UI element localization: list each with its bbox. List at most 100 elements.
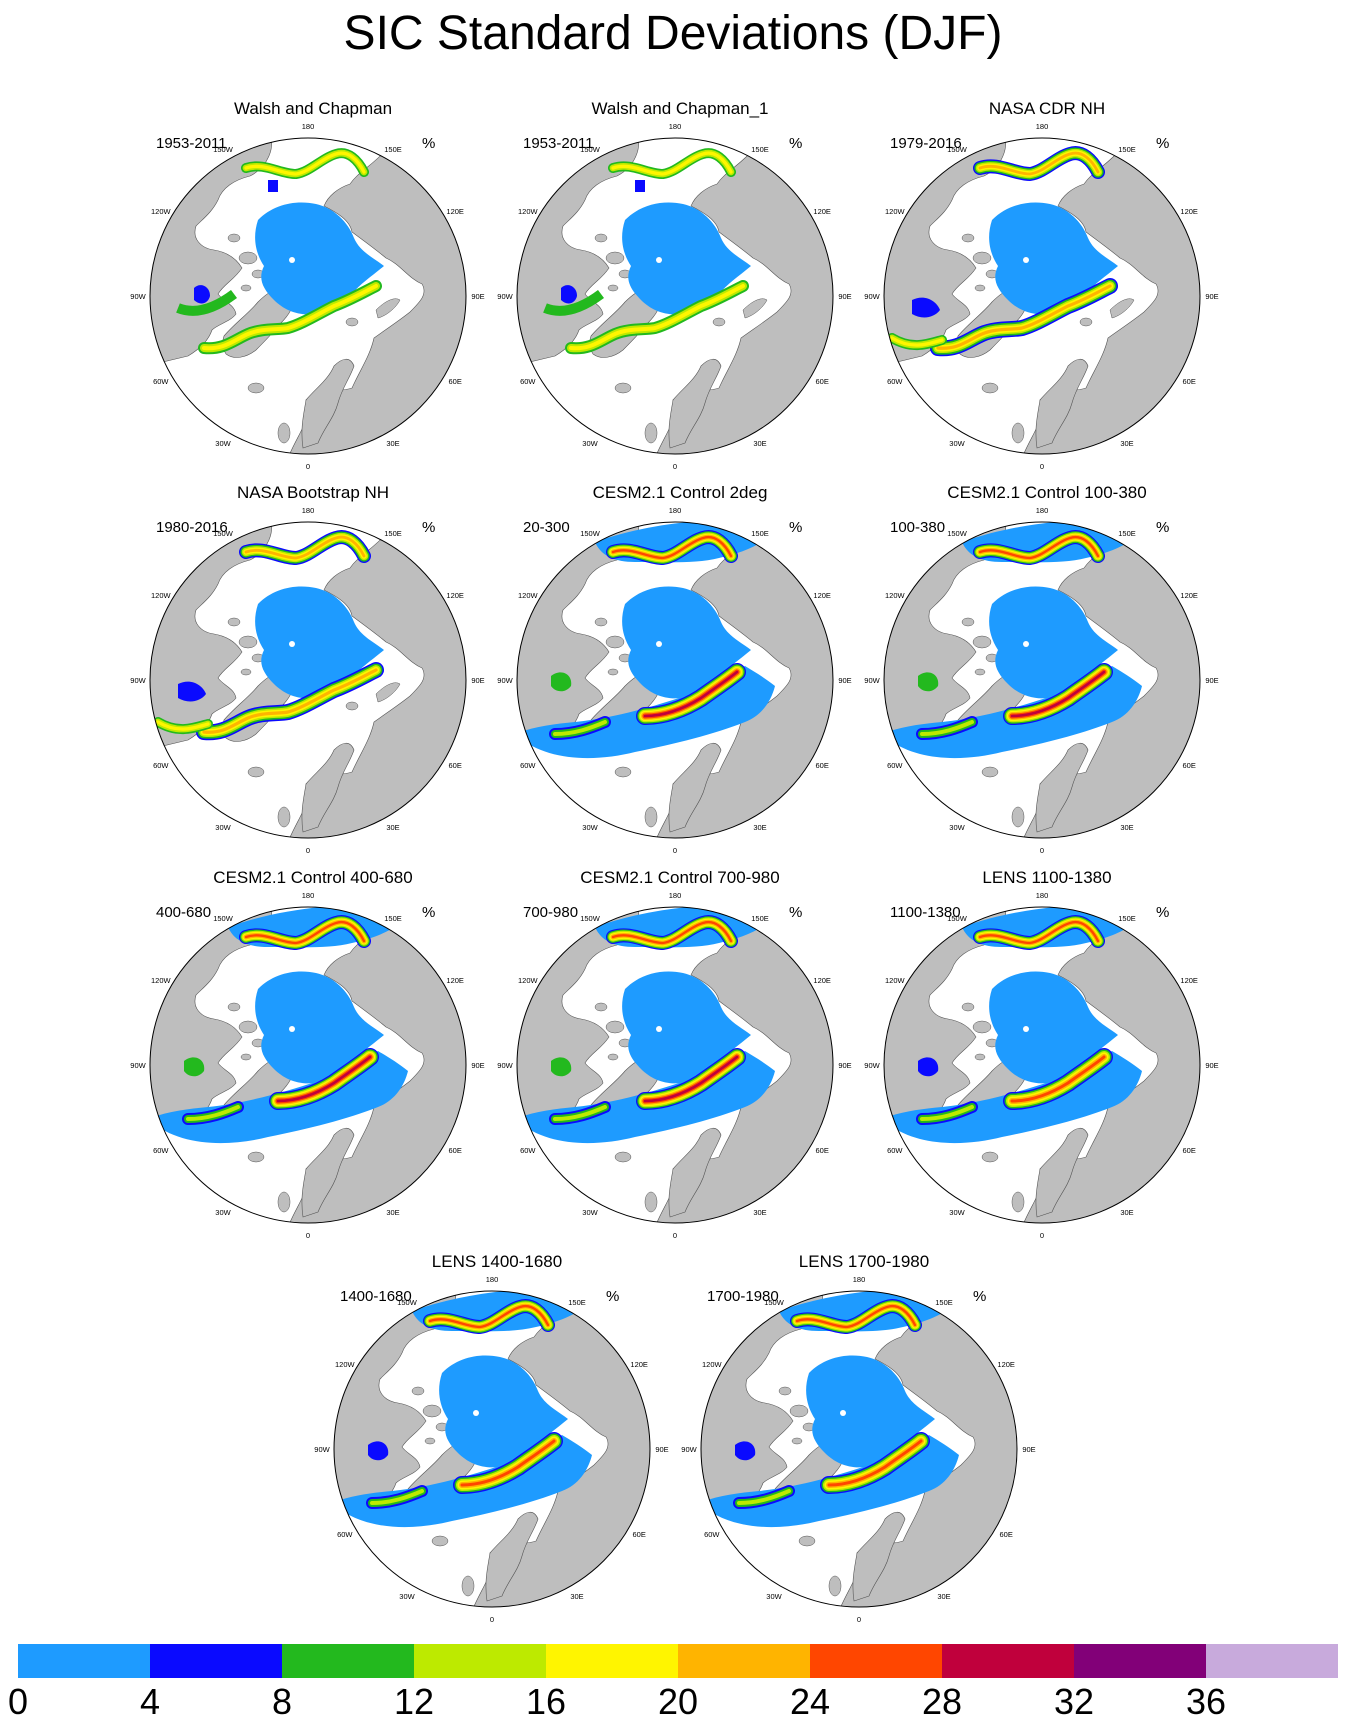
lon-label: 150E (568, 1298, 586, 1307)
sic-band (795, 1304, 917, 1329)
iceland-island (981, 766, 999, 778)
lon-label: 90W (864, 292, 880, 301)
lon-label: 180 (1036, 506, 1049, 515)
lon-label: 180 (853, 1275, 866, 1284)
sic-band (202, 668, 378, 734)
colorbar-swatch (18, 1644, 150, 1678)
colorbar-labels: 0 4 8 12 16 20 24 28 32 36 (0, 1682, 1346, 1724)
panel-period: 1400-1680 (340, 1288, 412, 1305)
lon-label: 90W (497, 1061, 513, 1070)
pole-hole (289, 1026, 295, 1032)
lon-label: 0 (1040, 846, 1044, 855)
scandinavia-land (485, 1511, 539, 1602)
panel-title: NASA Bootstrap NH (237, 483, 389, 502)
colorbar-tick-label: 32 (1053, 1681, 1095, 1722)
island (240, 1053, 252, 1061)
island (607, 284, 619, 292)
lon-label: 30W (949, 1208, 965, 1217)
sic-patch (184, 1057, 205, 1077)
polar-map: CESM2.1 Control 2deg 20-300 % 180 150E 120E 90… (497, 483, 851, 855)
island (607, 668, 619, 676)
island (424, 1437, 436, 1445)
lon-label: 180 (302, 891, 315, 900)
lon-label: 30W (582, 1208, 598, 1217)
panel-title: LENS 1700-1980 (799, 1252, 929, 1271)
iceland-island (247, 766, 265, 778)
lon-label: 30W (215, 439, 231, 448)
lon-label: 60W (887, 761, 903, 770)
scandinavia-land (1035, 358, 1089, 449)
island (607, 1053, 619, 1061)
uk-island (828, 1575, 842, 1597)
colorbar-tick-label: 24 (789, 1681, 831, 1722)
island (411, 1386, 425, 1396)
panel-title: Walsh and Chapman_1 (591, 99, 768, 118)
panel-title: CESM2.1 Control 400-680 (213, 868, 412, 887)
sic-band (978, 151, 1100, 176)
colorbar-swatch (678, 1644, 810, 1678)
pole-hole (1023, 641, 1029, 647)
iceland-island (247, 382, 265, 394)
svalbard-island (712, 317, 726, 327)
polar-map: NASA Bootstrap NH 1980-2016 % 180 150E 120E 90… (130, 483, 484, 855)
pole-hole (1023, 257, 1029, 263)
pole-hole (656, 641, 662, 647)
lon-label: 60E (633, 1530, 646, 1539)
panel-units: % (422, 904, 435, 921)
lon-label: 90E (1205, 292, 1218, 301)
lon-label: 120W (702, 1360, 723, 1369)
lon-label: 30W (582, 439, 598, 448)
novaya-zemlya-island (375, 298, 401, 319)
panel-period: 1700-1980 (707, 1288, 779, 1305)
uk-island (277, 806, 291, 828)
sic-band (244, 920, 366, 945)
lon-label: 120W (518, 976, 539, 985)
island (778, 1386, 792, 1396)
sic-band (244, 535, 366, 560)
lon-label: 0 (306, 462, 310, 471)
island (961, 1002, 975, 1012)
island (238, 1020, 258, 1034)
map-panel: CESM2.1 Control 400-680 400-680% 180 150E 12… (130, 857, 484, 1240)
map-panel: NASA Bootstrap NH 1980-2016% 180 150E 120E 90… (130, 472, 484, 855)
island (972, 635, 992, 649)
colorbar-tick-label: 20 (657, 1681, 699, 1722)
panel-units: % (1156, 519, 1169, 536)
iceland-island (981, 1151, 999, 1163)
panel-period: 1100-1380 (890, 904, 961, 921)
panel-title: NASA CDR NH (989, 99, 1105, 118)
lon-label: 90W (130, 292, 146, 301)
central-arctic-ice (989, 586, 1118, 699)
map-panel: CESM2.1 Control 100-380 100-380% 180 150E 12… (864, 472, 1218, 855)
island (605, 1020, 625, 1034)
scandinavia-land (852, 1511, 906, 1602)
polar-map: Walsh and Chapman_1 1953-2011 % 180 150E 120E… (497, 99, 851, 471)
eurasia-land (838, 1300, 1017, 1607)
lon-label: 90W (497, 676, 513, 685)
lon-label: 60W (520, 761, 536, 770)
island (605, 251, 625, 265)
colorbar-tick-label: 4 (139, 1681, 161, 1722)
lon-label: 150W (947, 914, 968, 923)
lon-label: 30W (399, 1592, 415, 1601)
sic-band (553, 1105, 607, 1121)
island (238, 635, 258, 649)
lon-label: 120W (885, 591, 906, 600)
map-panel: LENS 1400-1680 1400-1680% 180 150E 120E 90E 60… (314, 1241, 668, 1624)
map-panel: LENS 1100-1380 1100-1380% 180 150E 120E 90E 60… (864, 857, 1218, 1240)
lon-label: 150E (751, 529, 769, 538)
lon-label: 150E (384, 145, 402, 154)
sic-patch (551, 1057, 572, 1077)
sic-band (186, 1105, 240, 1121)
scandinavia-land (1035, 1127, 1089, 1218)
lon-label: 150E (384, 914, 402, 923)
panel-title: CESM2.1 Control 2deg (593, 483, 768, 502)
sic-band (553, 720, 607, 736)
polar-map: LENS 1700-1980 1700-1980 % 180 150E 120E 90E 60… (681, 1252, 1035, 1624)
lon-label: 120E (813, 591, 831, 600)
eurasia-land (1021, 916, 1200, 1223)
lon-label: 90W (681, 1445, 697, 1454)
lon-label: 180 (669, 122, 682, 131)
